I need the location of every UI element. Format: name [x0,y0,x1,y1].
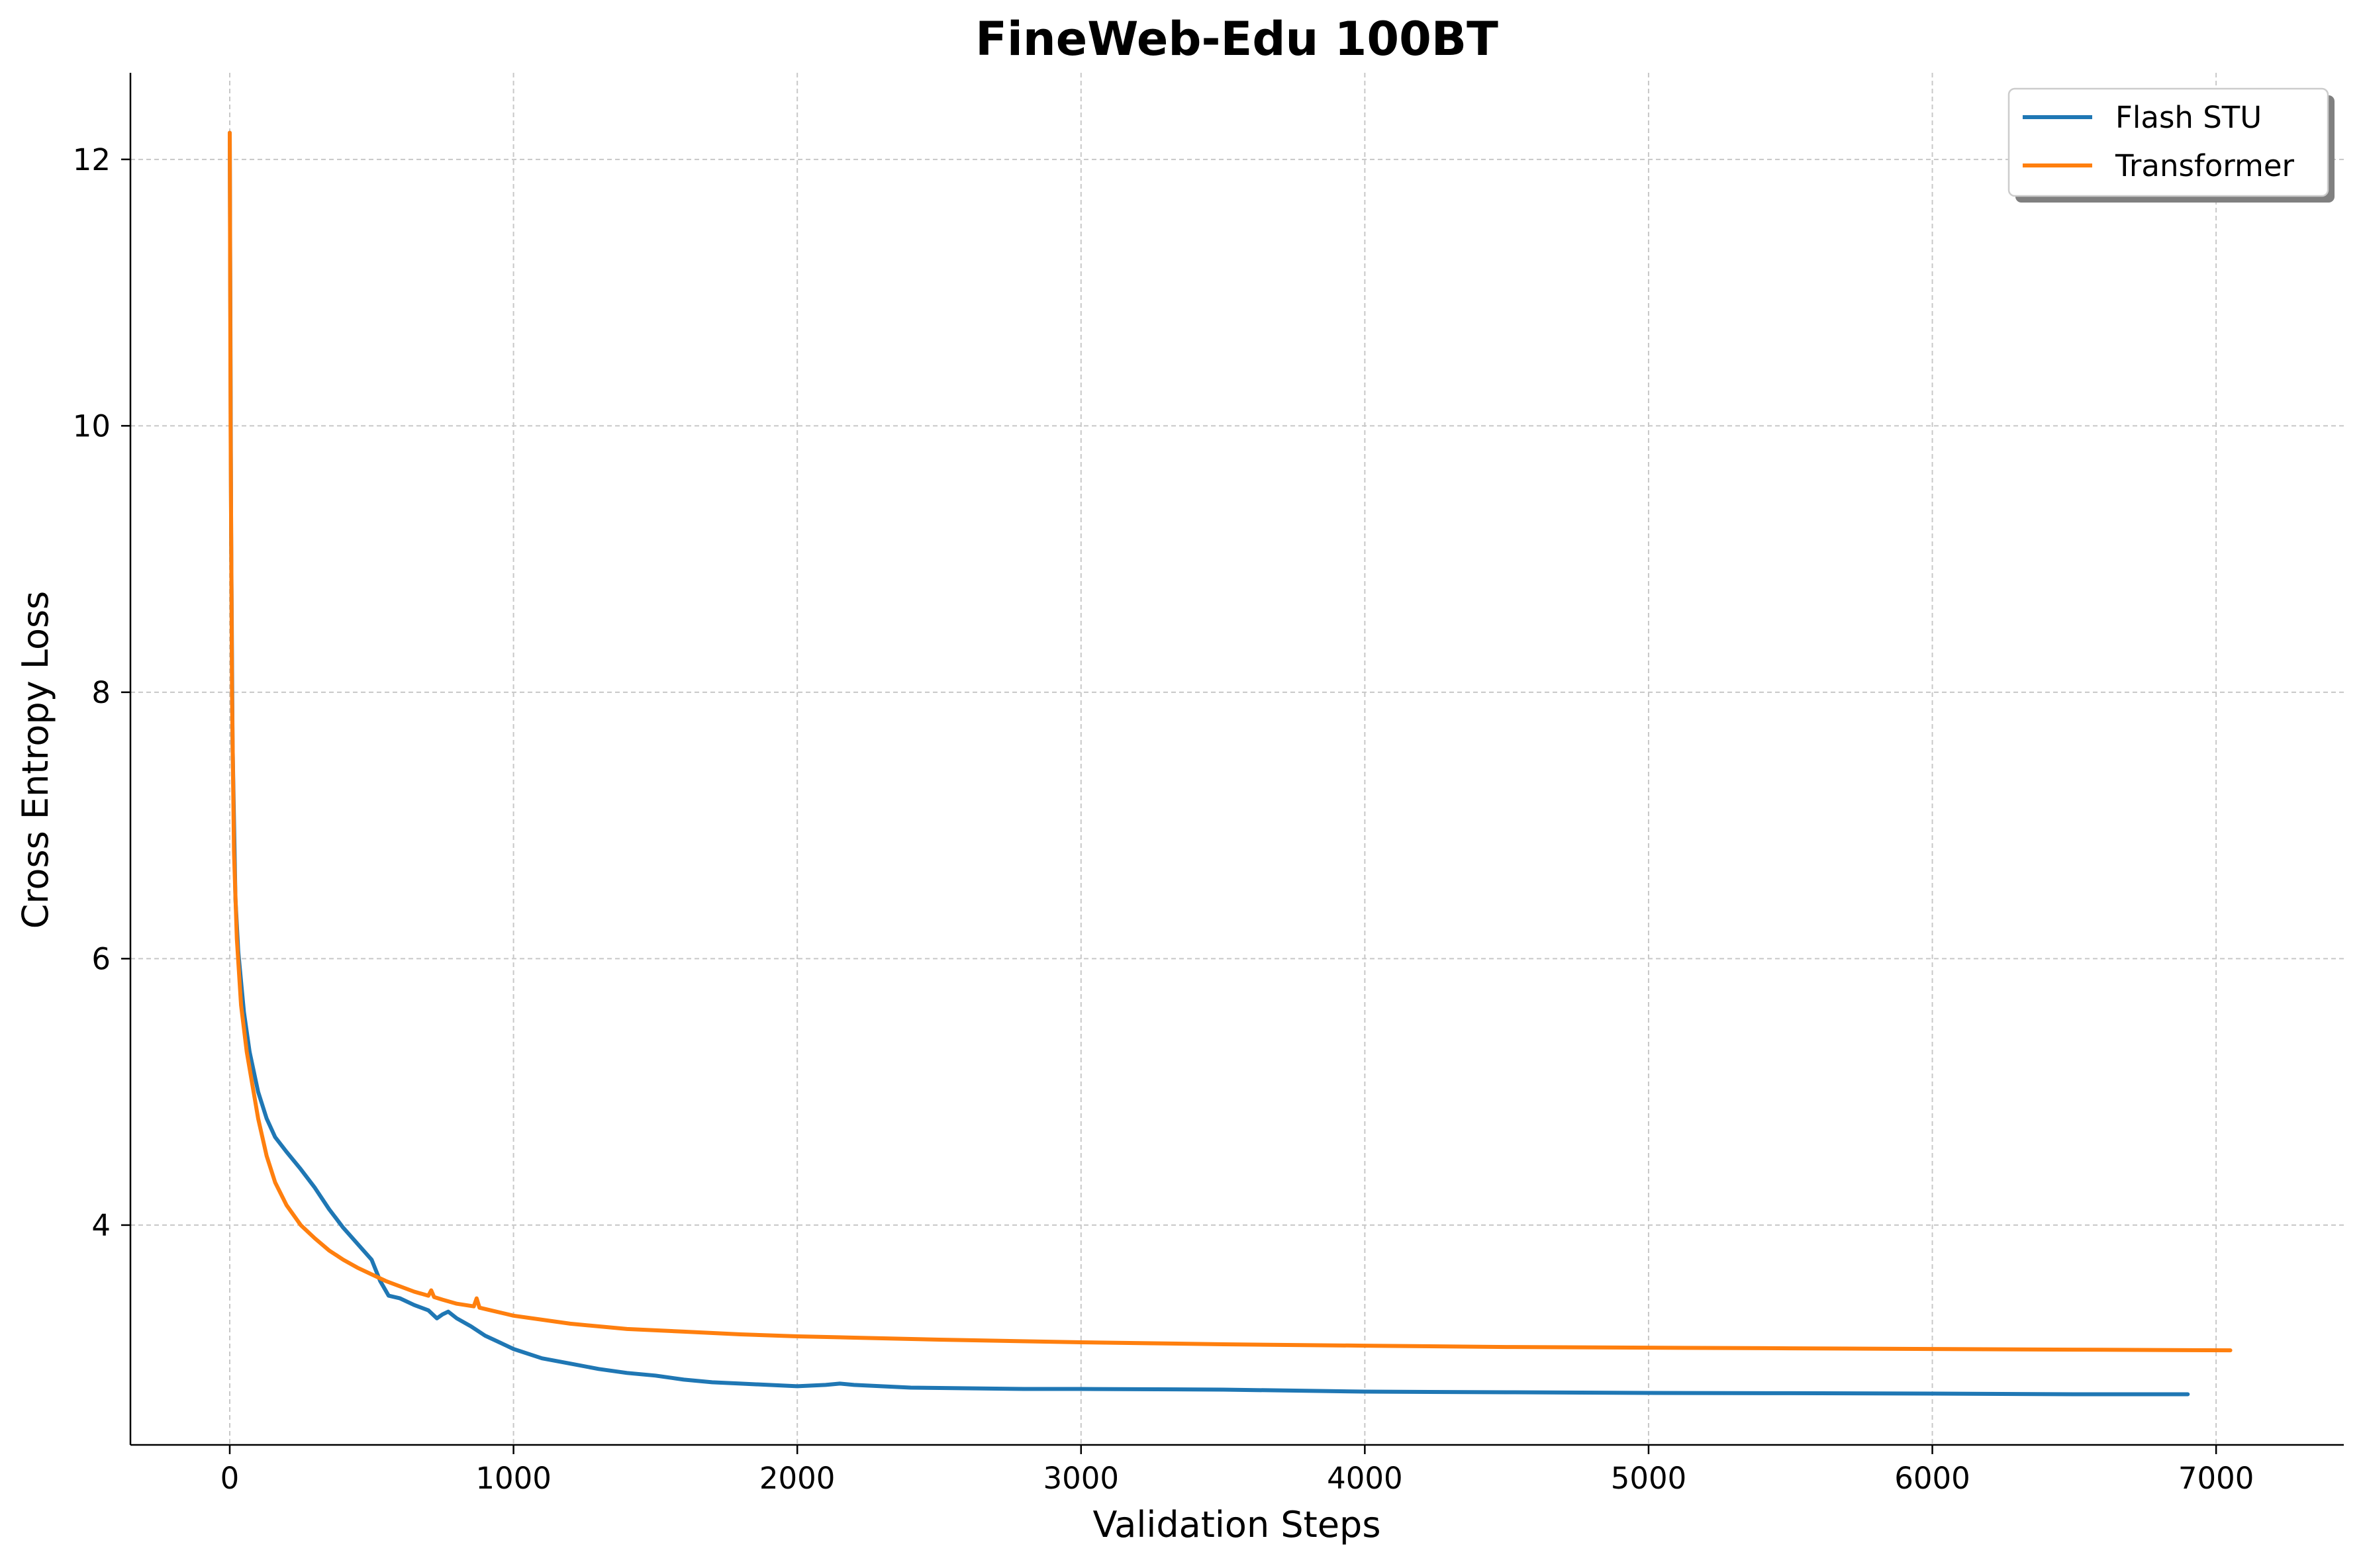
series-line-transformer [228,130,2233,1353]
axes-layer [129,73,2344,1446]
x-tick-label: 3000 [1043,1461,1120,1496]
y-tick-label: 4 [91,1208,111,1243]
x-tick-label: 5000 [1611,1461,1687,1496]
legend-label-flash-stu: Flash STU [2115,100,2262,135]
x-tick-label: 7000 [2178,1461,2254,1496]
y-tick-label: 10 [73,408,111,443]
x-tick-label: 6000 [1894,1461,1970,1496]
y-tick-label: 12 [73,142,111,177]
series-layer [228,130,2233,1397]
y-tick-label: 6 [91,941,111,976]
legend-label-transformer: Transformer [2115,148,2295,183]
x-tick-label: 1000 [475,1461,552,1496]
x-tick-label: 2000 [759,1461,836,1496]
x-tick-label: 0 [220,1461,240,1496]
x-axis-label: Validation Steps [1093,1504,1381,1545]
grid-layer [130,73,2344,1445]
y-tick-label: 8 [91,675,111,710]
y-axis-label: Cross Entropy Loss [15,591,56,929]
legend: Flash STU Transformer [2007,87,2335,203]
series-line-flash-stu [228,130,2190,1397]
ticks-layer: 0 1000 2000 3000 4000 5000 6000 7000 4 6 8 10 12 [73,142,2254,1496]
chart-title: FineWeb-Edu 100BT [975,12,1498,66]
x-tick-label: 4000 [1327,1461,1403,1496]
